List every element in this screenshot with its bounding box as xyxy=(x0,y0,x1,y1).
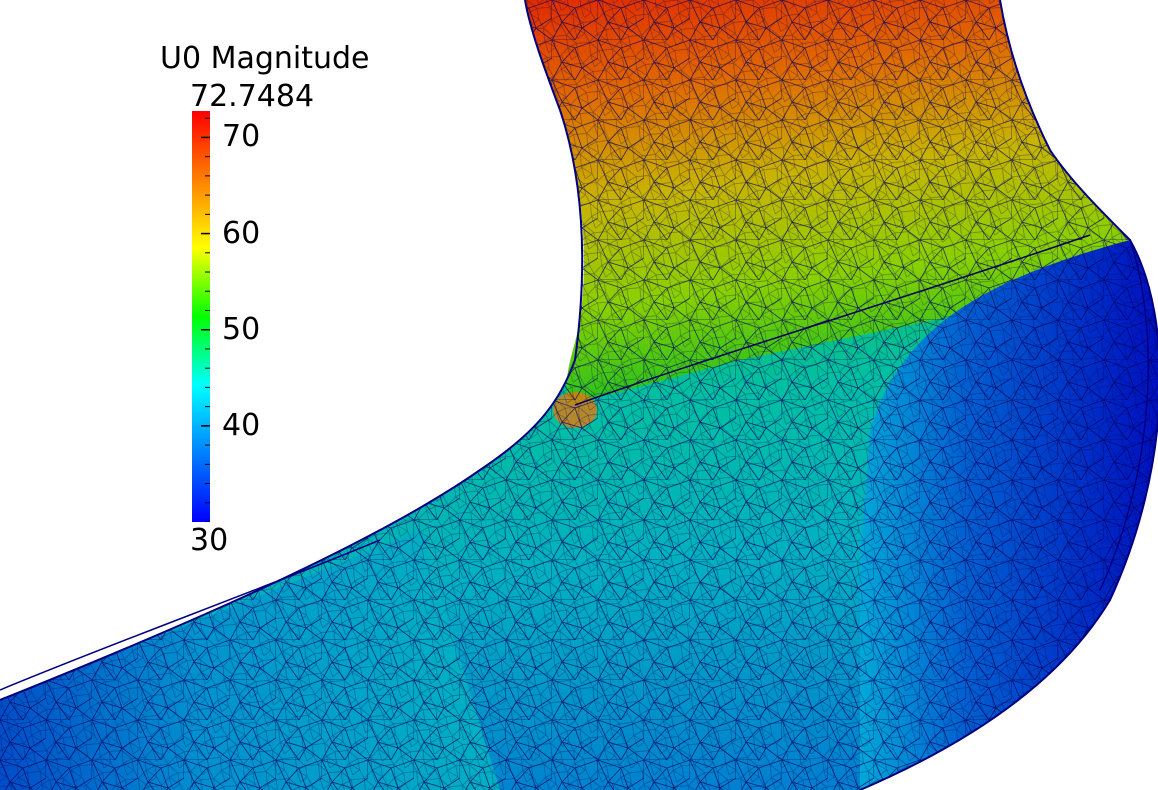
legend-title: U0 Magnitude xyxy=(160,41,370,76)
colorbar-tick-label: 60 xyxy=(222,215,261,251)
legend-max-label: 72.7484 xyxy=(190,79,315,114)
colorbar-tick-label: 40 xyxy=(222,407,261,443)
legend-min-label: 30 xyxy=(190,523,229,558)
colorbar-tick-label: 50 xyxy=(222,311,261,347)
colorbar-tick-label: 70 xyxy=(222,119,261,155)
color-bar xyxy=(192,111,210,522)
pipe-outline xyxy=(0,0,584,701)
